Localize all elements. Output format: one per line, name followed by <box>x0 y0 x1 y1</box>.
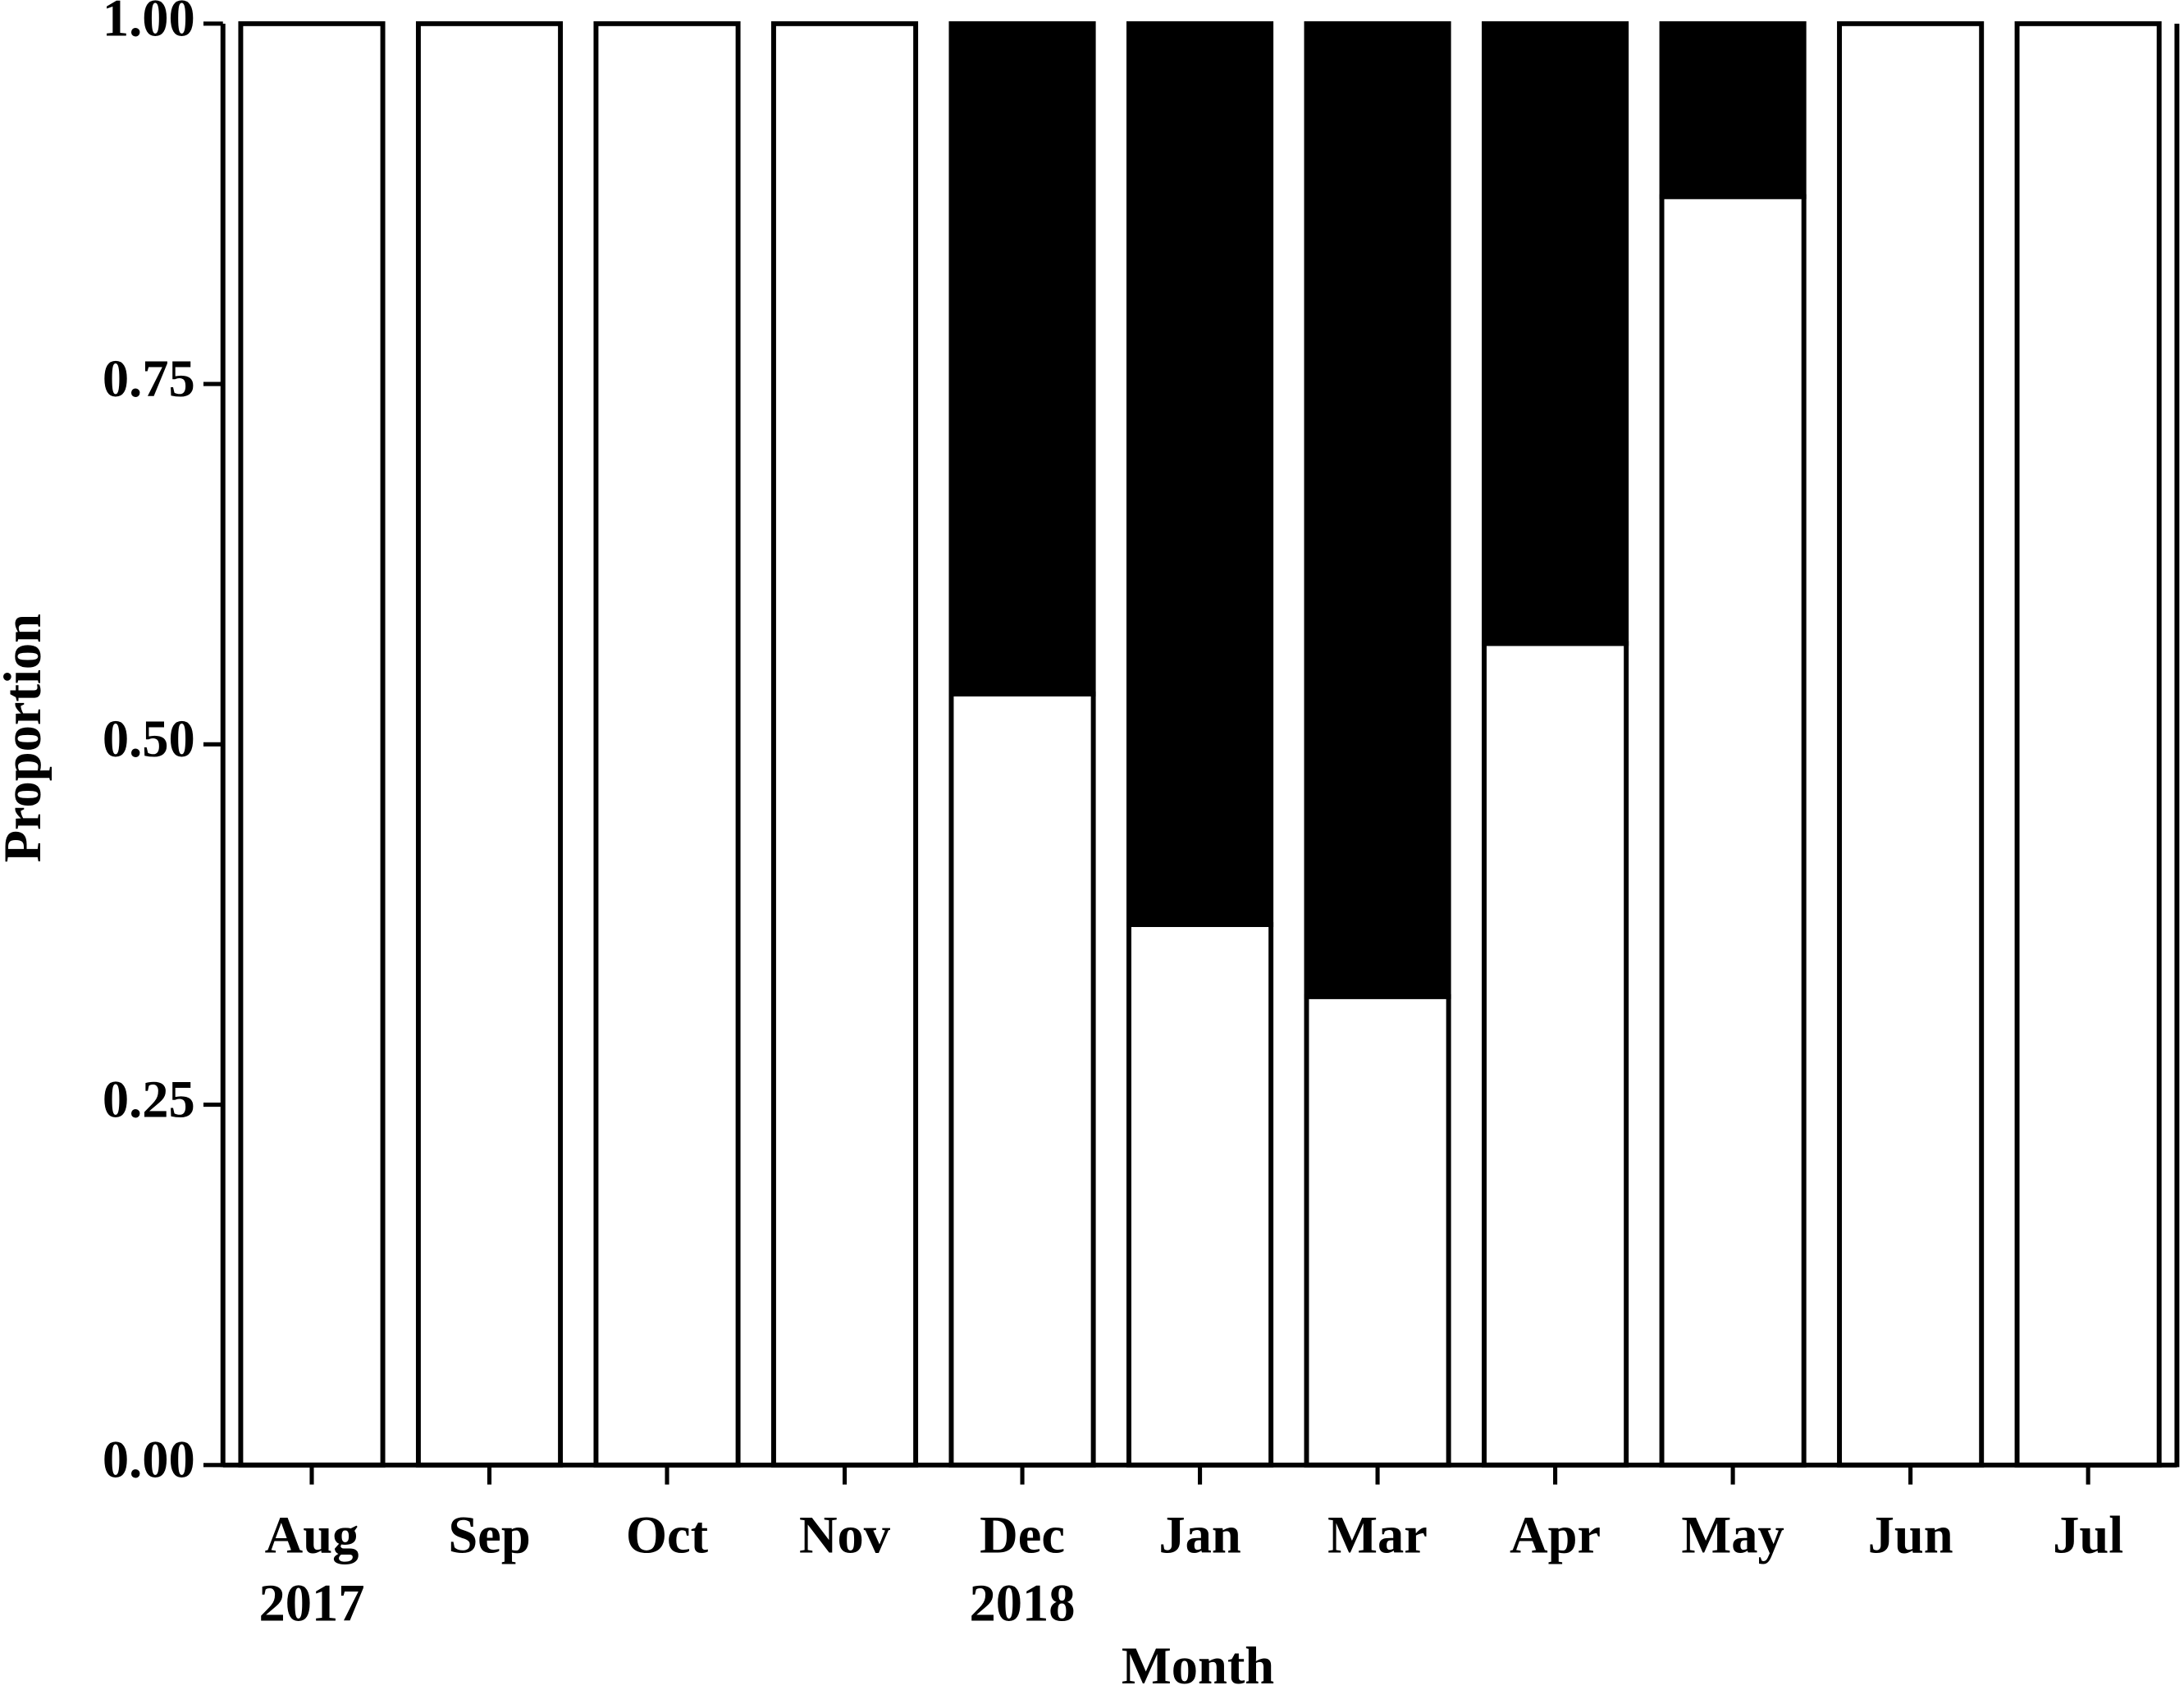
bar-segment <box>1304 21 1451 999</box>
x-tick-label: Nov <box>799 1505 891 1564</box>
bar-segment <box>1126 921 1274 1468</box>
year-label: 2017 <box>258 1573 364 1632</box>
bar-segment <box>1659 21 1807 199</box>
bar-segment <box>238 21 386 1468</box>
bar-segment <box>1837 21 1985 1468</box>
y-axis-label: Proportion <box>0 614 52 862</box>
bar-segment <box>1482 21 1629 646</box>
x-tick-label: Aug <box>265 1505 359 1564</box>
y-tick-label: 1.00 <box>103 0 195 48</box>
x-tick-label: Dec <box>980 1505 1065 1564</box>
y-tick-label: 0.25 <box>103 1070 195 1128</box>
year-label: 2018 <box>970 1573 1076 1632</box>
y-tick-label: 0.75 <box>103 349 195 408</box>
bar-segment <box>415 21 564 1468</box>
x-tick-label: Jun <box>1868 1505 1953 1564</box>
bar-segment <box>1304 993 1451 1468</box>
bar-segment <box>1126 21 1274 927</box>
bar-segment <box>593 21 741 1468</box>
x-tick-label: Sep <box>448 1505 530 1564</box>
bar-segment <box>770 21 919 1468</box>
x-tick-label: May <box>1681 1505 1784 1564</box>
bar-segment <box>948 21 1096 696</box>
bar-segment <box>2014 21 2162 1468</box>
x-tick-label: Oct <box>626 1505 709 1564</box>
y-tick-label: 0.50 <box>103 710 195 768</box>
x-axis-label: Month <box>1122 1637 1274 1695</box>
x-tick-label: Jul <box>2053 1505 2123 1564</box>
x-tick-label: Jan <box>1158 1505 1240 1564</box>
bar-segment <box>1659 194 1807 1468</box>
bar-segment <box>948 691 1096 1468</box>
y-tick-label: 0.00 <box>103 1431 195 1489</box>
bar-segment <box>1482 641 1629 1468</box>
x-tick-label: Apr <box>1510 1505 1601 1564</box>
x-tick-label: Mar <box>1327 1505 1428 1564</box>
